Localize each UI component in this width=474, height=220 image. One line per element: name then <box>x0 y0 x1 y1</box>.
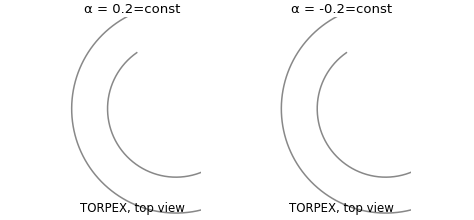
Title: α = -0.2=const: α = -0.2=const <box>291 3 392 16</box>
Text: TORPEX, top view: TORPEX, top view <box>290 202 394 215</box>
Text: TORPEX, top view: TORPEX, top view <box>80 202 184 215</box>
Title: α = 0.2=const: α = 0.2=const <box>84 3 181 16</box>
